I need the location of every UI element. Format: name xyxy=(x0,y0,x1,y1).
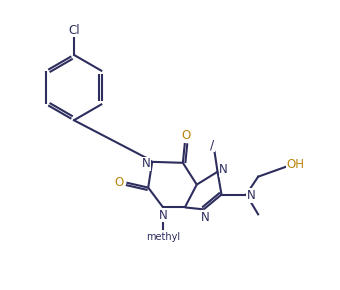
Text: O: O xyxy=(181,128,190,142)
Text: N: N xyxy=(247,189,256,202)
Text: N: N xyxy=(159,209,167,222)
Text: O: O xyxy=(115,176,124,189)
Text: N: N xyxy=(201,211,210,224)
Text: /: / xyxy=(210,139,215,151)
Text: N: N xyxy=(219,163,228,176)
Text: Cl: Cl xyxy=(68,23,80,37)
Text: N: N xyxy=(142,157,151,170)
Text: methyl: methyl xyxy=(146,232,180,242)
Text: OH: OH xyxy=(287,158,305,171)
